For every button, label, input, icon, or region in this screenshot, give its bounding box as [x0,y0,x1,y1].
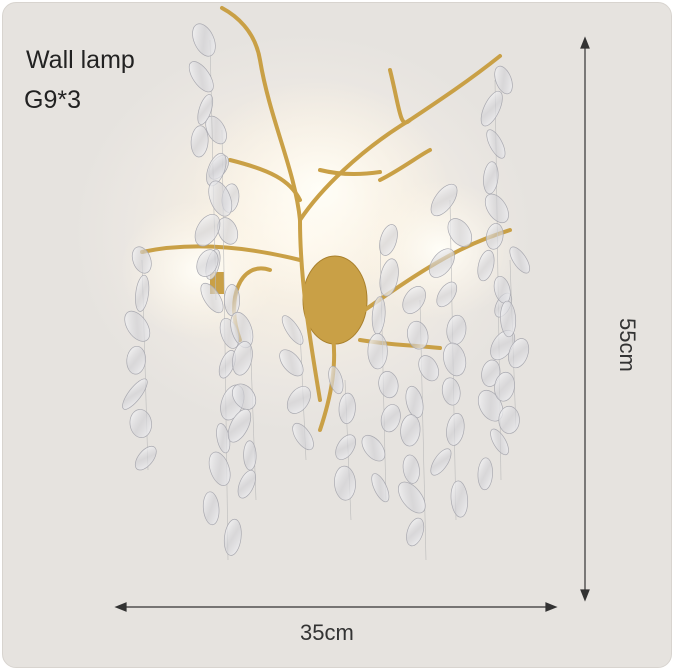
crystal-drops [122,23,531,561]
crystal-leaf [122,378,148,410]
crystal-leaf [192,23,216,57]
crystal-leaf [494,371,515,402]
crystal-leaf [371,473,390,503]
crystal-leaf [380,404,401,433]
crystal-leaf [477,249,495,282]
crystal-leaf [400,414,421,447]
crystal-leaf [378,371,399,399]
crystal-leaf [335,434,356,460]
crystal-leaf [134,445,157,471]
crystal-leaf [217,217,239,245]
crystal-leaf [483,161,499,195]
crystal-leaf [406,517,425,547]
crystal-leaf [190,125,209,158]
width-dimension: 35cm [300,620,354,645]
crystal-leaf [227,408,252,443]
crystal-leaf [197,94,214,125]
crystal-leaf [131,246,152,274]
crystal-leaf [243,440,257,471]
crystal-leaf [194,214,221,247]
crystal-leaf [398,481,426,514]
crystal-leaf [430,183,458,217]
crystal-leaf [202,491,220,526]
crystal-leaf [292,422,314,451]
height-dimension: 55cm [615,318,640,372]
crystal-leaf [334,465,356,501]
crystal-leaf [402,454,420,484]
crystal-leaf [126,345,146,375]
crystal-leaf [429,248,455,278]
crystal-leaf [418,355,440,382]
crystal-leaf [402,286,426,314]
crystal-leaf [379,224,398,256]
crystal-leaf [286,386,311,414]
crystal-leaf [196,249,219,277]
crystal-leaf [508,338,530,369]
crystal-leaf [367,333,388,370]
crystal-leaf [281,315,304,345]
crystal-leaf [494,65,513,95]
crystal-leaf [129,409,152,438]
crystal-leaf [208,451,231,486]
crystal-leaf [279,349,304,377]
crystal-leaf [447,218,473,248]
crystal-leaf [361,434,386,462]
crystal-leaf [237,470,256,499]
crystal-leaf [379,258,399,297]
crystal-leaf [490,428,509,456]
crystal-leaf [498,405,520,434]
crystal-leaf [223,518,242,556]
crystal-leaf [328,365,344,395]
crystal-leaf [338,392,356,424]
crystal-leaf [208,180,233,217]
crystal-leaf [406,320,429,350]
crystal-leaf [500,300,517,338]
height-dimension-arrow [580,36,590,602]
crystal-leaf [509,246,531,274]
crystal-leaf [484,193,509,224]
bulb-spec: G9*3 [24,86,81,114]
crystal-leaf [430,448,452,476]
crystal-leaf [480,90,503,127]
crystal-leaf [443,342,467,377]
crystal-leaf [441,377,461,406]
crystal-leaf [224,284,240,317]
crystal-leaf [188,61,214,93]
width-dimension-arrow [114,602,558,612]
crystal-leaf [486,129,506,159]
crystal-leaf [200,282,224,314]
crystal-leaf [485,223,504,250]
wall-plate [302,255,368,345]
crystal-leaf [450,480,469,518]
crystal-leaf [405,385,424,419]
product-title: Wall lamp [26,46,135,74]
crystal-leaf [477,457,493,491]
crystal-leaf [135,274,150,312]
crystal-leaf [232,383,257,410]
crystal-leaf [446,413,465,446]
crystal-leaf [436,281,458,308]
crystal-leaf [231,341,253,376]
crystal-leaf [124,310,151,342]
